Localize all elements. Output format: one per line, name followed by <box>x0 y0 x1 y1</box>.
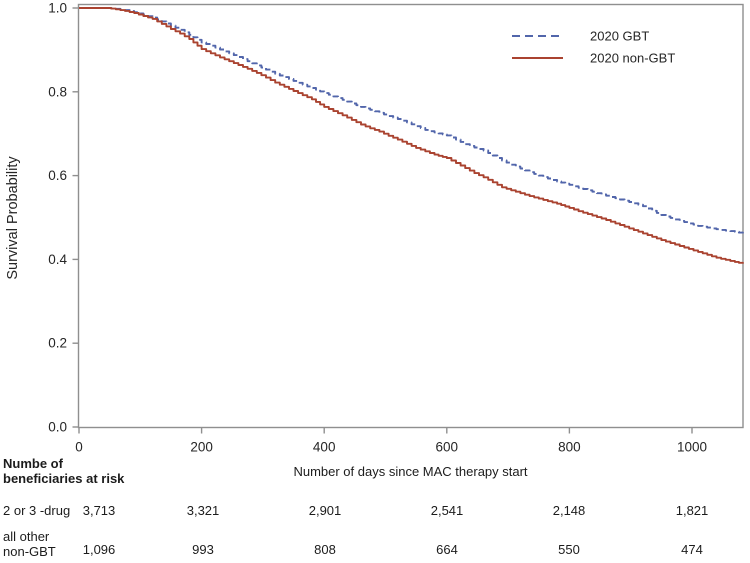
legend: 2020 GBT 2020 non-GBT <box>512 29 675 66</box>
y-tick-label: 0.4 <box>48 252 67 267</box>
risk-value: 808 <box>314 542 336 557</box>
risk-row-label-gbt: 2 or 3 -drug <box>3 503 70 518</box>
y-axis-title: Survival Probability <box>5 156 21 280</box>
x-tick-label: 200 <box>190 440 213 455</box>
y-tick-label: 1.0 <box>48 1 67 16</box>
risk-value: 2,541 <box>430 503 464 518</box>
risk-table-header-line1: Numbe of <box>3 456 63 471</box>
risk-value: 1,821 <box>675 503 709 518</box>
axis-ticks: 0 200 400 600 800 1000 1.0 0.8 0.6 0.4 0.2 0.0 <box>48 1 707 455</box>
x-axis-title: Number of days since MAC therapy start <box>293 464 528 479</box>
x-tick-label: 600 <box>436 440 459 455</box>
y-tick-label: 0.0 <box>48 420 67 435</box>
x-tick-label: 0 <box>75 440 83 455</box>
risk-table-header: Numbe of beneficiaries at risk <box>3 456 124 486</box>
risk-row-label-non-gbt-line1: all other <box>3 529 50 544</box>
y-tick-label: 0.2 <box>48 336 67 351</box>
risk-row-label-non-gbt: all other non-GBT <box>3 529 56 559</box>
x-tick-label: 800 <box>558 440 581 455</box>
y-tick-label: 0.6 <box>48 168 67 183</box>
legend-label-non-gbt: 2020 non-GBT <box>590 51 675 66</box>
plot-frame <box>77 3 744 429</box>
risk-row-label-non-gbt-line2: non-GBT <box>3 544 56 559</box>
risk-value: 550 <box>558 542 580 557</box>
risk-value: 664 <box>436 542 458 557</box>
risk-value: 993 <box>192 542 214 557</box>
risk-row-label-gbt-line1: 2 or 3 -drug <box>3 503 71 518</box>
risk-value: 474 <box>681 542 703 557</box>
risk-value: 2,148 <box>552 503 586 518</box>
legend-label-gbt: 2020 GBT <box>590 29 649 44</box>
survival-curves <box>79 7 744 264</box>
x-tick-label: 1000 <box>677 440 707 455</box>
risk-value: 3,713 <box>82 503 116 518</box>
risk-value: 3,321 <box>186 503 220 518</box>
y-tick-label: 0.8 <box>48 84 67 99</box>
survival-curve-gbt <box>79 7 744 234</box>
risk-value: 2,901 <box>308 503 342 518</box>
risk-value: 1,096 <box>82 542 116 557</box>
risk-table-header-line2: beneficiaries at risk <box>3 471 125 486</box>
survival-curve-non-gbt <box>79 7 744 264</box>
x-tick-label: 400 <box>313 440 336 455</box>
